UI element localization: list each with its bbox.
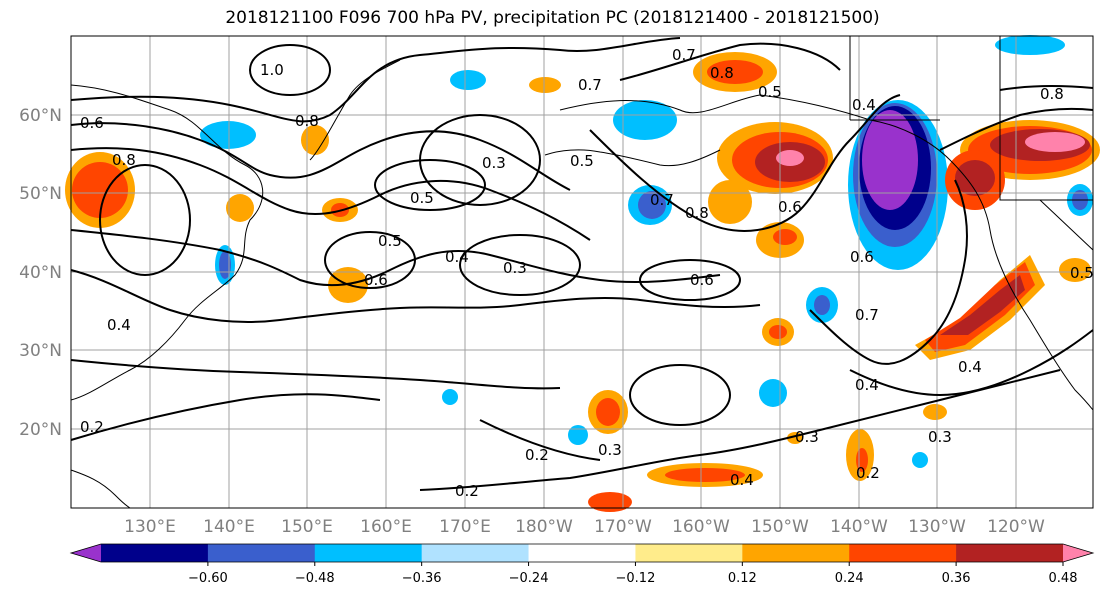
contour-label: 0.2 bbox=[80, 418, 104, 436]
colorbar-segment bbox=[314, 544, 423, 562]
colorbar-segment bbox=[635, 544, 743, 562]
contour-label: 0.7 bbox=[672, 46, 696, 64]
latitude-labels: 60°N 50°N 40°N 30°N 20°N bbox=[19, 106, 62, 440]
lon-label: 130°E bbox=[124, 517, 176, 537]
colorbar-extend-min bbox=[71, 544, 101, 562]
colorbar-segment bbox=[528, 544, 636, 562]
contour-label: 0.4 bbox=[852, 96, 876, 114]
contour-labels: 1.0 0.6 0.8 0.8 0.5 0.3 0.5 0.5 0.6 0.4 … bbox=[80, 46, 1094, 500]
colorbar: −0.60 −0.48 −0.36 −0.24 −0.12 0.12 0.24 0.36 0.4… bbox=[69, 543, 1095, 586]
lon-label: 140°W bbox=[830, 517, 888, 537]
contour-label: 0.8 bbox=[710, 64, 734, 82]
contour-label: 0.3 bbox=[482, 154, 506, 172]
contour-label: 0.7 bbox=[855, 306, 879, 324]
lat-label: 50°N bbox=[19, 184, 62, 204]
colorbar-tick-label: −0.12 bbox=[616, 571, 656, 586]
longitude-labels: 130°E 140°E 150°E 160°E 170°E 180°W 170°… bbox=[124, 517, 1045, 537]
lon-label: 120°W bbox=[987, 517, 1045, 537]
graticule bbox=[71, 36, 1093, 508]
contour-label: 0.4 bbox=[107, 316, 131, 334]
contour-label: 0.5 bbox=[570, 152, 594, 170]
colorbar-segment bbox=[421, 544, 530, 562]
contour-label: 0.5 bbox=[758, 83, 782, 101]
contour-label: 0.3 bbox=[795, 428, 819, 446]
colorbar-extend-max bbox=[1063, 544, 1093, 562]
contour-label: 1.0 bbox=[260, 61, 284, 79]
contour-label: 0.8 bbox=[295, 112, 319, 130]
contour-label: 0.6 bbox=[80, 114, 104, 132]
contour-label: 0.5 bbox=[410, 189, 434, 207]
contour-label: 0.2 bbox=[455, 482, 479, 500]
contour-label: 0.6 bbox=[690, 271, 714, 289]
contour-label: 0.6 bbox=[778, 198, 802, 216]
colorbar-segment bbox=[956, 544, 1064, 562]
colorbar-tick-label: −0.60 bbox=[188, 571, 228, 586]
lon-label: 140°E bbox=[203, 517, 255, 537]
lat-label: 60°N bbox=[19, 106, 62, 126]
contour-label: 0.4 bbox=[958, 358, 982, 376]
lon-label: 170°W bbox=[594, 517, 652, 537]
lat-label: 30°N bbox=[19, 341, 62, 361]
colorbar-tick-label: 0.12 bbox=[728, 571, 757, 586]
map-title: 2018121100 F096 700 hPa PV, precipitatio… bbox=[225, 8, 880, 28]
map-frame bbox=[70, 35, 1094, 509]
colorbar-tick-label: 0.36 bbox=[942, 571, 971, 586]
contour-label: 0.7 bbox=[650, 191, 674, 209]
contour-label: 0.3 bbox=[503, 259, 527, 277]
contour-label: 0.2 bbox=[856, 464, 880, 482]
contour-label: 0.5 bbox=[1070, 264, 1094, 282]
lat-label: 40°N bbox=[19, 263, 62, 283]
contour-label: 0.2 bbox=[525, 446, 549, 464]
contour-label: 0.5 bbox=[378, 232, 402, 250]
contour-label: 0.7 bbox=[578, 76, 602, 94]
lon-label: 160°E bbox=[360, 517, 412, 537]
contour-label: 0.6 bbox=[850, 248, 874, 266]
colorbar-tick-label: −0.24 bbox=[509, 571, 549, 586]
colorbar-tick-label: −0.48 bbox=[295, 571, 335, 586]
lon-label: 130°W bbox=[908, 517, 966, 537]
colorbar-tick-label: −0.36 bbox=[402, 571, 442, 586]
contour-label: 0.4 bbox=[730, 471, 754, 489]
colorbar-segment bbox=[742, 544, 850, 562]
lon-label: 150°E bbox=[281, 517, 333, 537]
lat-label: 20°N bbox=[19, 420, 62, 440]
lon-label: 180°W bbox=[515, 517, 573, 537]
colorbar-tick-label: 0.48 bbox=[1049, 571, 1078, 586]
lon-label: 150°W bbox=[751, 517, 809, 537]
precip-shading bbox=[65, 35, 1100, 512]
coastlines bbox=[70, 36, 1094, 509]
contour-label: 0.8 bbox=[1040, 85, 1064, 103]
contour-label: 0.4 bbox=[445, 248, 469, 266]
contour-label: 0.3 bbox=[598, 441, 622, 459]
lon-label: 160°W bbox=[672, 517, 730, 537]
lon-label: 170°E bbox=[439, 517, 491, 537]
colorbar-segment bbox=[849, 544, 957, 562]
pv-contours bbox=[70, 37, 1094, 491]
contour-label: 0.8 bbox=[685, 204, 709, 222]
contour-label: 0.4 bbox=[855, 376, 879, 394]
contour-label: 0.6 bbox=[364, 271, 388, 289]
colorbar-segment bbox=[101, 544, 209, 562]
colorbar-outline bbox=[69, 543, 1095, 563]
contour-label: 0.3 bbox=[928, 428, 952, 446]
colorbar-segment bbox=[207, 544, 316, 562]
colorbar-tick-label: 0.24 bbox=[835, 571, 864, 586]
contour-label: 0.8 bbox=[112, 151, 136, 169]
